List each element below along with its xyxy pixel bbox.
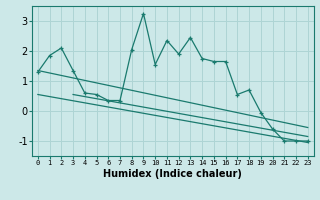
X-axis label: Humidex (Indice chaleur): Humidex (Indice chaleur) [103, 169, 242, 179]
